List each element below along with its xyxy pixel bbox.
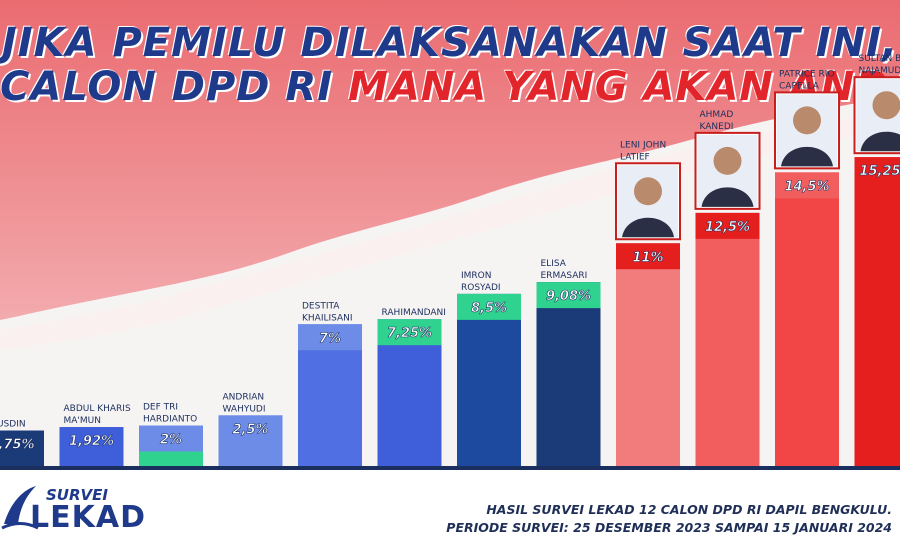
candidate-name-3-line-1: DEF TRI bbox=[143, 403, 178, 413]
value-label-12: 15,25% bbox=[859, 164, 900, 179]
value-label-1: 1,75% bbox=[0, 438, 35, 453]
candidate-name-9-line-1: LENI JOHN bbox=[620, 140, 666, 150]
candidate-photo-body-9 bbox=[622, 217, 674, 238]
bar-9 bbox=[616, 243, 680, 466]
candidate-name-9-line-2: LATIEF bbox=[620, 152, 650, 162]
candidate-name-10-line-1: AHMAD bbox=[700, 110, 734, 120]
value-label-box-11 bbox=[775, 172, 839, 199]
value-label-5: 7% bbox=[319, 331, 341, 346]
value-label-4: 2,5% bbox=[232, 422, 268, 437]
candidate-photo-head-12 bbox=[872, 91, 900, 120]
candidate-name-8-line-1: ELISA bbox=[541, 259, 567, 269]
value-label-box-6 bbox=[377, 319, 442, 346]
candidate-name-8-line-2: ERMASARI bbox=[541, 271, 588, 281]
value-label-box-12 bbox=[854, 157, 900, 184]
value-label-box-10 bbox=[695, 212, 760, 239]
candidate-name-5-line-1: DESTITA bbox=[302, 301, 340, 311]
candidate-photo-body-10 bbox=[701, 187, 754, 207]
candidate-name-1-line-1: AGUSDIN bbox=[0, 420, 26, 430]
candidate-name-6-line-1: RAHIMANDANI bbox=[382, 308, 446, 318]
bar-11 bbox=[775, 172, 839, 466]
candidate-name-12-line-2: NAJAMUDIN bbox=[859, 66, 900, 76]
value-label-box-4 bbox=[218, 415, 283, 442]
candidate-photo-head-9 bbox=[634, 177, 662, 206]
candidate-name-11-line-2: CAPELLA bbox=[779, 81, 820, 91]
value-label-box-3 bbox=[139, 425, 203, 452]
value-label-6: 7,25% bbox=[387, 326, 432, 341]
candidate-name-4-line-1: ANDRIAN bbox=[223, 392, 265, 402]
value-label-box-8 bbox=[536, 282, 601, 309]
candidate-name-2-line-2: MA'MUN bbox=[64, 416, 101, 426]
survei-lekad-logo: SURVEI LEKAD bbox=[0, 478, 145, 548]
bar-8 bbox=[536, 282, 601, 466]
candidate-name-5-line-2: KHAILISANI bbox=[302, 313, 353, 323]
bar-10 bbox=[695, 212, 760, 466]
candidate-name-2-line-1: ABDUL KHARIS bbox=[64, 404, 131, 414]
value-label-box-9 bbox=[616, 243, 680, 270]
candidate-photo-body-11 bbox=[781, 146, 833, 167]
candidate-photo-head-10 bbox=[713, 146, 742, 175]
value-label-9: 11% bbox=[632, 250, 663, 265]
bar-12 bbox=[854, 157, 900, 466]
candidate-name-7-line-1: IMRON bbox=[461, 271, 492, 281]
value-label-2: 1,92% bbox=[69, 434, 114, 449]
candidate-name-12-line-1: SULTAN B bbox=[859, 54, 900, 64]
bar-7 bbox=[457, 293, 521, 466]
value-label-3: 2% bbox=[160, 433, 182, 448]
title-line-1: JIKA PEMILU DILAKSANAKAN SAAT INI, bbox=[1, 20, 899, 66]
title-line-2-prefix: CALON DPD RI bbox=[0, 64, 334, 110]
candidate-name-11-line-1: PATRICE RIO bbox=[779, 69, 835, 79]
candidate-name-4-line-2: WAHYUDI bbox=[223, 404, 266, 414]
logo-text-lekad: LEKAD bbox=[30, 500, 146, 535]
logo-text-survei: SURVEI bbox=[46, 486, 108, 504]
lekad-logo-icon bbox=[1, 486, 39, 530]
value-label-box-7 bbox=[457, 293, 521, 320]
value-label-7: 8,5% bbox=[471, 301, 507, 316]
value-label-box-5 bbox=[298, 324, 362, 351]
candidate-name-7-line-2: ROSYADI bbox=[461, 283, 501, 293]
footer-survey-period: PERIODE SURVEI: 25 DESEMBER 2023 SAMPAI … bbox=[446, 520, 892, 535]
value-label-box-2 bbox=[59, 427, 124, 454]
candidate-name-3-line-2: HARDIANTO bbox=[143, 415, 197, 425]
value-label-8: 9,08% bbox=[546, 289, 591, 304]
footer-survey-title: HASIL SURVEI LEKAD 12 CALON DPD RI DAPIL… bbox=[486, 502, 892, 517]
value-label-box-1 bbox=[0, 430, 44, 457]
value-label-10: 12,5% bbox=[705, 220, 750, 235]
value-label-11: 14,5% bbox=[784, 179, 829, 194]
candidate-name-10-line-2: KANEDI bbox=[700, 122, 734, 132]
candidate-photo-body-12 bbox=[860, 131, 900, 152]
candidate-photo-head-11 bbox=[793, 106, 821, 135]
